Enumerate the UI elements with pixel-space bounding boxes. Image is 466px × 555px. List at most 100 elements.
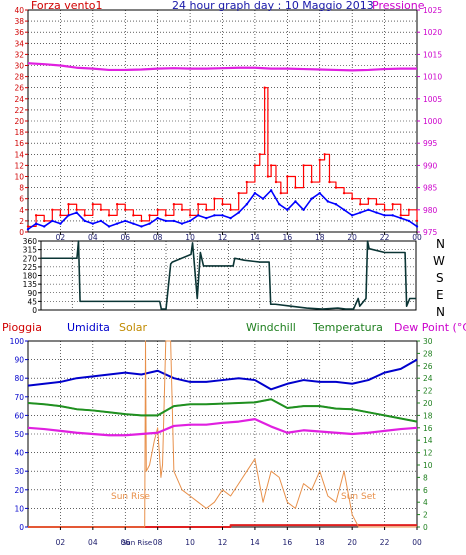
left-tick-label: 10: [14, 504, 24, 513]
left-tick-label: 34: [14, 39, 24, 48]
right-tick-label: 10: [423, 461, 433, 470]
wind-gust-line-point: [75, 208, 78, 211]
left-tick-label: 4: [19, 206, 24, 215]
time-tick-label: 10: [185, 233, 195, 242]
time-tick-label: 00: [412, 233, 422, 242]
wind-gust-line-point: [205, 208, 208, 211]
wind-gust-line-point: [229, 208, 232, 211]
time-tick-label: 18: [315, 233, 325, 242]
right-tick-label: 1005: [423, 95, 442, 104]
wind-gust-line-point: [107, 214, 111, 217]
wind-average-line-point: [51, 219, 54, 223]
wind-gust-line-point: [310, 180, 313, 184]
temperature-line: [27, 398, 418, 423]
wind-direction-grid: [41, 241, 416, 310]
wind-average-line-point: [302, 208, 305, 211]
wind-average-line-point: [221, 214, 224, 217]
wind-average-line-point: [132, 222, 135, 225]
right-tick-label: 20: [423, 399, 433, 408]
wind-average-line-point: [91, 222, 95, 225]
wind-gust-line-point: [51, 208, 54, 211]
time-tick-label: 16: [283, 538, 293, 547]
left-tick-label: 0: [19, 228, 24, 237]
left-tick-label: 26: [14, 84, 24, 93]
sunset-annotation: Sun Set: [341, 492, 376, 502]
wind-average-line-point: [196, 214, 200, 217]
right-tick-label: 8: [423, 473, 428, 482]
wind-average-line-point: [415, 225, 419, 228]
wind-average-line-point: [350, 214, 354, 217]
wind-average-line-point: [26, 228, 30, 231]
right-tick-label: 0: [423, 523, 428, 532]
wind-gust-line-point: [407, 208, 411, 211]
wind-average-line-point: [253, 191, 257, 195]
wind-average-line-point: [269, 189, 273, 192]
wind-gust-line-point: [180, 208, 184, 211]
left-tick-label: 360: [23, 237, 38, 246]
wind-average-line-point: [213, 214, 216, 217]
wind-average-line-point: [359, 211, 362, 214]
wind-gust-line-point: [115, 203, 119, 206]
time-tick-label: 22: [380, 233, 390, 242]
left-tick-label: 270: [23, 254, 38, 263]
right-tick-label: 18: [423, 411, 433, 420]
wind-average-line-point: [261, 197, 265, 200]
wind-plot-series: [26, 62, 419, 231]
wind-gust-line-point: [415, 219, 419, 223]
wind-gust-line-point: [294, 186, 297, 189]
time-tick-label: 08: [153, 538, 163, 547]
wind-gust-line-point: [334, 186, 338, 189]
right-tick-label: 14: [423, 436, 433, 445]
wind-average-line-point: [375, 211, 378, 214]
wind-average-line-point: [245, 203, 249, 206]
wind-average-line-point: [180, 222, 184, 225]
sunrise-tick-label: Sun Rise: [122, 539, 152, 547]
wind-average-line-point: [156, 216, 159, 220]
right-tick-label: 26: [423, 362, 433, 371]
wind-gust-line-point: [391, 203, 394, 206]
wind-direction-series: [41, 240, 416, 310]
time-tick-label: 12: [218, 538, 228, 547]
wind-gust-line-point: [286, 175, 289, 178]
left-tick-label: 0: [19, 523, 24, 532]
left-tick-label: 18: [14, 128, 24, 137]
left-tick-label: 2: [19, 217, 24, 226]
wind-gust-line-point: [274, 180, 278, 184]
wind-gust-line-point: [269, 164, 273, 167]
left-tick-label: 70: [14, 393, 24, 402]
wind-gust-line-point: [367, 197, 370, 200]
wind-direction-line: [41, 240, 416, 310]
right-tick-label: 24: [423, 374, 433, 383]
wind-gust-line-point: [237, 191, 240, 195]
time-axis-bottom: 02 04 06 08 10 12 14 16 18 20 22 00 Sun Rise: [56, 527, 422, 547]
left-tick-label: 20: [14, 117, 24, 126]
time-tick-label: 06: [120, 233, 130, 242]
left-tick-label: 24: [14, 95, 24, 104]
left-tick-label: 135: [23, 280, 38, 289]
wind-gust-line-point: [83, 214, 86, 217]
wind-gust-line-point: [323, 153, 326, 156]
sunrise-annotation: Sun Rise: [111, 492, 150, 502]
legend-solar: Solar: [119, 321, 148, 334]
compass-label: N: [436, 237, 445, 251]
wind-gust-line-point: [375, 203, 378, 206]
wind-gust-line-point: [318, 158, 321, 162]
wind-gust-line-point: [196, 203, 200, 206]
wind-average-line-point: [34, 222, 38, 225]
right-tick-label: 995: [423, 139, 438, 148]
wind-average-line-point: [107, 225, 111, 228]
time-axis-top: 02 04 06 08 10 12 14 16 18 20 22 00: [56, 232, 422, 242]
wind-gust-line-point: [350, 197, 354, 200]
left-tick-label: 16: [14, 139, 24, 148]
wind-average-line-point: [399, 216, 402, 220]
wind-average-line-point: [148, 222, 151, 225]
left-tick-label: 60: [14, 411, 24, 420]
left-tick-label: 80: [14, 374, 24, 383]
time-tick-label: 18: [315, 538, 325, 547]
time-tick-label: 04: [88, 538, 98, 547]
left-tick-label: 50: [14, 430, 24, 439]
time-tick-label: 04: [88, 233, 98, 242]
right-tick-label: 22: [423, 387, 433, 396]
wind-average-line-point: [172, 219, 176, 223]
